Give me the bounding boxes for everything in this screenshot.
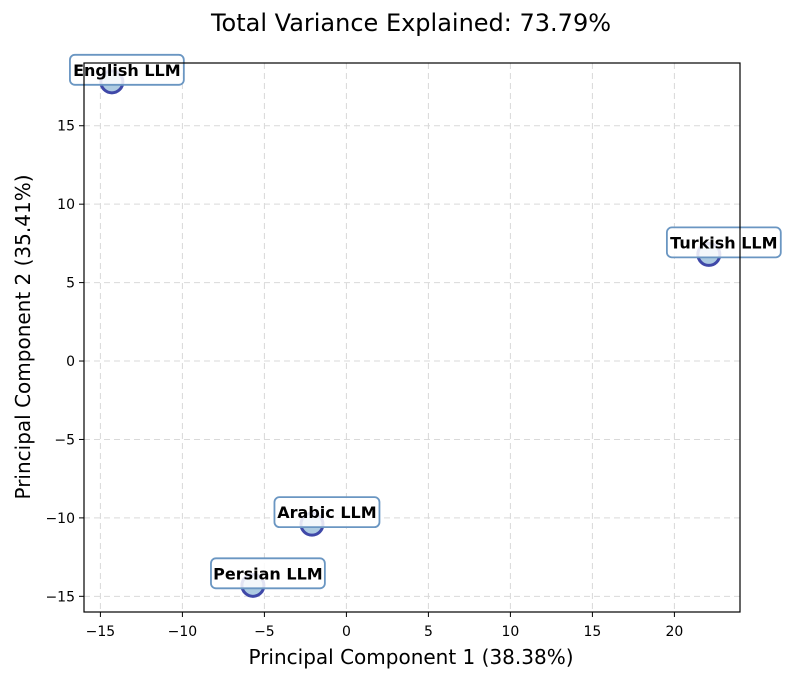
y-tick-label: −15 bbox=[45, 589, 75, 605]
points-layer: English LLM Turkish LLM Arabic LLM Persian … bbox=[69, 53, 782, 598]
x-tick-label: 0 bbox=[342, 624, 351, 640]
x-tick-label: −10 bbox=[168, 624, 198, 640]
x-tick-label: 20 bbox=[665, 624, 683, 640]
x-tick-label: 5 bbox=[424, 624, 433, 640]
y-tick-label: 0 bbox=[66, 354, 75, 370]
data-point-label: Arabic LLM bbox=[273, 496, 381, 529]
y-tick-label: 10 bbox=[57, 197, 75, 213]
y-tick-label: 15 bbox=[57, 119, 75, 135]
x-tick-label: 15 bbox=[583, 624, 601, 640]
y-tick-label: −5 bbox=[54, 432, 75, 448]
data-label-text: Turkish LLM bbox=[670, 233, 777, 252]
data-point-label: English LLM bbox=[69, 53, 185, 86]
x-tick-label: 10 bbox=[501, 624, 519, 640]
x-tick-label: −5 bbox=[254, 624, 275, 640]
data-label-box bbox=[69, 53, 185, 86]
data-label-box bbox=[665, 226, 782, 259]
data-point-label: Persian LLM bbox=[210, 557, 326, 590]
chart-title: Total Variance Explained: 73.79% bbox=[210, 9, 611, 37]
x-axis-label: Principal Component 1 (38.38%) bbox=[249, 645, 574, 669]
data-point-label: Turkish LLM bbox=[665, 226, 782, 259]
data-label-box bbox=[273, 496, 381, 529]
x-tick-label: −15 bbox=[86, 624, 116, 640]
data-label-box bbox=[210, 557, 326, 590]
data-label-text: Persian LLM bbox=[213, 564, 323, 583]
plot-area-frame bbox=[83, 62, 741, 613]
grid-layer bbox=[84, 63, 740, 612]
y-axis-label: Principal Component 2 (35.41%) bbox=[11, 175, 35, 500]
y-tick-label: 5 bbox=[66, 276, 75, 292]
data-label-text: English LLM bbox=[73, 61, 181, 80]
data-label-text: Arabic LLM bbox=[277, 503, 376, 522]
y-tick-label: −10 bbox=[45, 511, 75, 527]
ticks-layer: −15 −10 −5 0 5 10 15 20 −15 −10 −5 0 5 10 15 bbox=[45, 119, 683, 640]
